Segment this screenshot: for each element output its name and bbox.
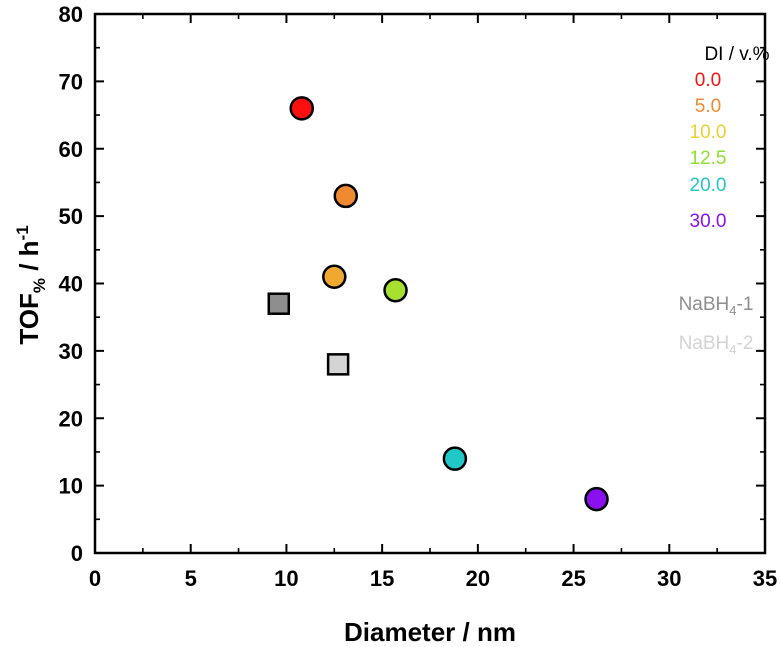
x-tick-label: 10 (274, 566, 298, 591)
data-points (267, 96, 609, 512)
data-point-circle (333, 183, 359, 209)
data-point-circle (383, 277, 408, 303)
x-axis-ticks: 0 5 10 15 20 25 30 35 (89, 14, 777, 591)
legend-item-nabh4-1: NaBH4-1 (679, 294, 754, 318)
data-point-circle (289, 96, 314, 121)
x-tick-label: 30 (657, 566, 681, 591)
plot-frame (93, 12, 767, 555)
legend-item-0.0: 0.0 (695, 70, 721, 91)
legend-item-20.0: 20.0 (690, 175, 727, 196)
y-tick-label: 0 (71, 541, 83, 566)
y-tick-label: 50 (59, 204, 83, 229)
legend-nabh4-2-sub: 4 (729, 342, 736, 357)
x-tick-label: 15 (370, 566, 394, 591)
y-axis-ticks: 0 10 20 30 40 50 60 70 80 (59, 2, 765, 566)
y-axis-title-sup: -1 (13, 225, 32, 240)
x-tick-label: 0 (89, 566, 101, 591)
data-point-square (326, 353, 350, 376)
data-point-square (267, 292, 291, 315)
legend-nabh4-2-tail: -2 (737, 333, 754, 354)
y-tick-label: 30 (59, 339, 83, 364)
legend-nabh4-1-tail: -1 (737, 294, 754, 315)
data-point-circle (322, 264, 347, 290)
data-point-circle (584, 486, 609, 512)
legend-nabh4-2-main: NaBH (679, 333, 730, 354)
x-tick-label: 20 (466, 566, 490, 591)
legend-item-12.5: 12.5 (690, 148, 727, 169)
legend-nabh4-1-main: NaBH (679, 294, 730, 315)
y-tick-label: 60 (59, 137, 83, 162)
y-axis-title-main: TOF (14, 293, 44, 345)
legend-title: DI / v.% (704, 44, 769, 65)
y-tick-label: 10 (59, 474, 83, 499)
y-axis-title-sub: % (30, 278, 49, 293)
y-axis-title: TOF% / h-1 (13, 225, 49, 344)
y-tick-label: 20 (59, 406, 83, 431)
legend-nabh4-1-sub: 4 (729, 303, 736, 318)
x-tick-label: 25 (561, 566, 585, 591)
data-point-circle (442, 446, 468, 471)
y-tick-label: 70 (59, 69, 83, 94)
legend-item-5.0: 5.0 (695, 96, 721, 117)
legend: DI / v.% 0.0 5.0 10.0 12.5 20.0 30.0 NaB… (679, 44, 770, 357)
legend-item-10.0: 10.0 (690, 122, 727, 143)
x-axis-title: Diameter / nm (344, 617, 516, 647)
legend-item-30.0: 30.0 (690, 211, 727, 232)
y-tick-label: 40 (59, 272, 83, 297)
y-axis-title-tail: / h (14, 240, 44, 278)
x-tick-label: 35 (753, 566, 777, 591)
x-tick-label: 5 (185, 566, 197, 591)
legend-item-nabh4-2: NaBH4-2 (679, 333, 754, 357)
y-tick-label: 80 (59, 2, 83, 27)
